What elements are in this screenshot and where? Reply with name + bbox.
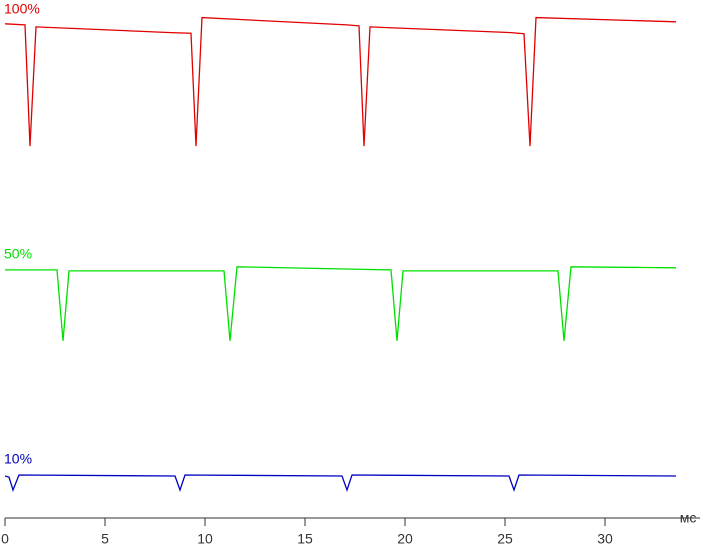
x-tick-label: 0	[1, 531, 9, 547]
trace-line	[5, 266, 677, 341]
x-tick-label: 5	[101, 531, 109, 547]
x-tick-label: 30	[597, 531, 613, 547]
trace-label: 10%	[4, 451, 32, 467]
x-tick-label: 20	[397, 531, 413, 547]
trace-line	[4, 474, 677, 492]
x-tick-label: 10	[197, 531, 213, 547]
x-tick-label: 25	[497, 531, 513, 547]
trace-line	[4, 16, 677, 147]
trace-label: 50%	[4, 246, 32, 262]
trace-label: 100%	[4, 1, 40, 17]
x-tick-label: 15	[297, 531, 313, 547]
